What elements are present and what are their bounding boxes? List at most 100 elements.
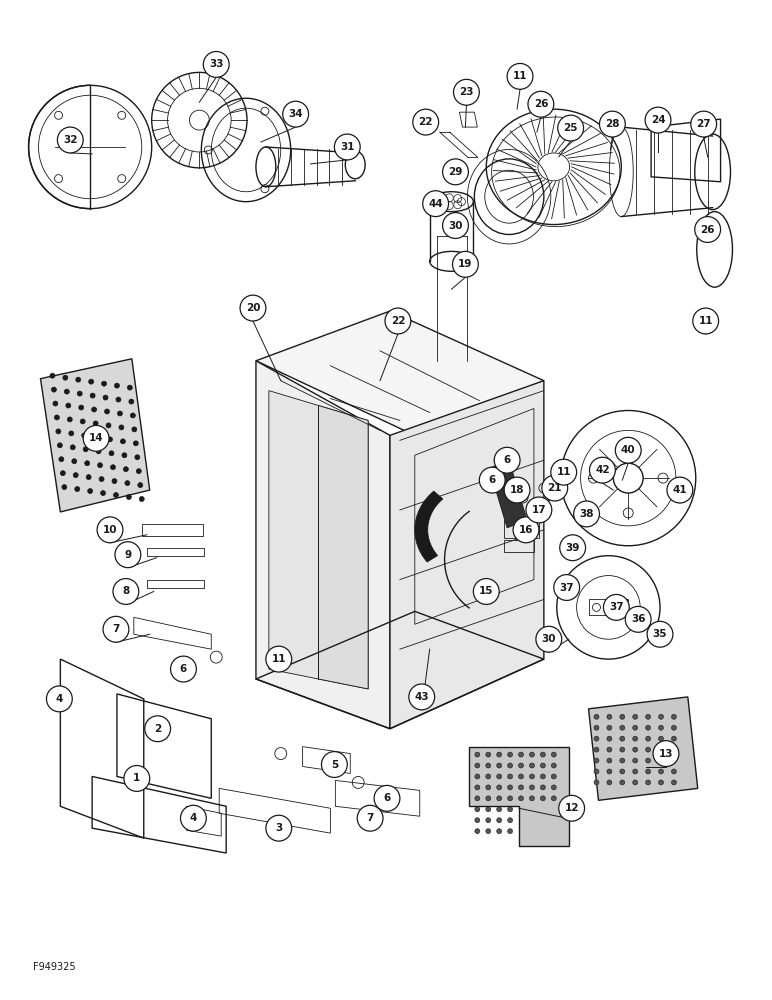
Circle shape [115, 542, 141, 568]
Circle shape [645, 736, 651, 741]
Circle shape [109, 451, 114, 456]
Circle shape [607, 725, 612, 730]
Circle shape [113, 493, 118, 498]
Circle shape [50, 373, 55, 378]
Circle shape [554, 575, 580, 600]
Circle shape [75, 487, 80, 492]
Circle shape [557, 115, 584, 141]
Circle shape [120, 439, 125, 444]
Circle shape [76, 377, 81, 382]
Bar [147, 548, 205, 556]
Text: 22: 22 [391, 316, 405, 326]
Text: 6: 6 [489, 475, 496, 485]
Circle shape [124, 467, 128, 472]
Circle shape [181, 805, 206, 831]
Text: 7: 7 [367, 813, 374, 823]
Circle shape [672, 714, 676, 719]
Circle shape [203, 52, 229, 77]
Circle shape [645, 714, 651, 719]
Circle shape [620, 747, 625, 752]
Circle shape [625, 606, 651, 632]
Text: 4: 4 [190, 813, 197, 823]
Text: 28: 28 [605, 119, 620, 129]
Circle shape [633, 736, 638, 741]
Circle shape [672, 747, 676, 752]
Polygon shape [40, 359, 150, 512]
Circle shape [171, 656, 196, 682]
Text: 11: 11 [513, 71, 527, 81]
Circle shape [594, 747, 599, 752]
Circle shape [409, 684, 435, 710]
Circle shape [574, 501, 599, 527]
Text: 14: 14 [89, 433, 103, 443]
Text: 18: 18 [510, 485, 524, 495]
Circle shape [530, 785, 534, 790]
Text: 31: 31 [340, 142, 354, 152]
Text: 37: 37 [560, 583, 574, 593]
Circle shape [594, 758, 599, 763]
Circle shape [659, 769, 663, 774]
Circle shape [83, 425, 109, 451]
Circle shape [645, 758, 651, 763]
Circle shape [607, 747, 612, 752]
Circle shape [540, 796, 545, 801]
Circle shape [496, 785, 502, 790]
Text: 2: 2 [154, 724, 161, 734]
Text: 39: 39 [565, 543, 580, 553]
Circle shape [692, 308, 719, 334]
Circle shape [659, 725, 663, 730]
Circle shape [59, 457, 64, 462]
Circle shape [334, 134, 361, 160]
Text: 6: 6 [384, 793, 391, 803]
Circle shape [508, 829, 513, 834]
Circle shape [57, 127, 83, 153]
Circle shape [95, 435, 100, 440]
Circle shape [137, 469, 141, 474]
Circle shape [106, 423, 111, 428]
Text: 9: 9 [124, 550, 131, 560]
Circle shape [540, 785, 545, 790]
Polygon shape [269, 391, 368, 689]
Circle shape [83, 447, 88, 452]
Text: 24: 24 [651, 115, 665, 125]
Text: 3: 3 [275, 823, 283, 833]
Circle shape [63, 375, 68, 380]
Bar [142, 524, 203, 536]
Circle shape [519, 763, 523, 768]
Circle shape [599, 111, 625, 137]
Text: 27: 27 [696, 119, 711, 129]
Text: 30: 30 [542, 634, 556, 644]
Circle shape [645, 780, 651, 785]
Circle shape [486, 752, 491, 757]
Circle shape [54, 415, 59, 420]
Circle shape [80, 419, 85, 424]
Circle shape [89, 379, 93, 384]
Text: 12: 12 [564, 803, 579, 813]
Circle shape [92, 407, 96, 412]
Text: 23: 23 [459, 87, 474, 97]
Circle shape [615, 437, 642, 463]
Circle shape [594, 769, 599, 774]
Circle shape [90, 393, 95, 398]
Circle shape [137, 483, 143, 488]
Circle shape [607, 714, 612, 719]
Text: 34: 34 [289, 109, 303, 119]
Circle shape [266, 646, 292, 672]
Circle shape [594, 714, 599, 719]
Circle shape [594, 725, 599, 730]
Circle shape [496, 752, 502, 757]
Circle shape [103, 395, 108, 400]
Circle shape [659, 736, 663, 741]
Circle shape [99, 477, 104, 482]
Circle shape [112, 479, 117, 484]
Circle shape [85, 461, 90, 466]
Circle shape [125, 481, 130, 486]
Circle shape [542, 475, 567, 501]
Circle shape [508, 774, 513, 779]
Circle shape [530, 752, 534, 757]
Circle shape [486, 818, 491, 823]
Polygon shape [390, 381, 543, 729]
Circle shape [132, 427, 137, 432]
Circle shape [672, 725, 676, 730]
Circle shape [79, 405, 83, 410]
